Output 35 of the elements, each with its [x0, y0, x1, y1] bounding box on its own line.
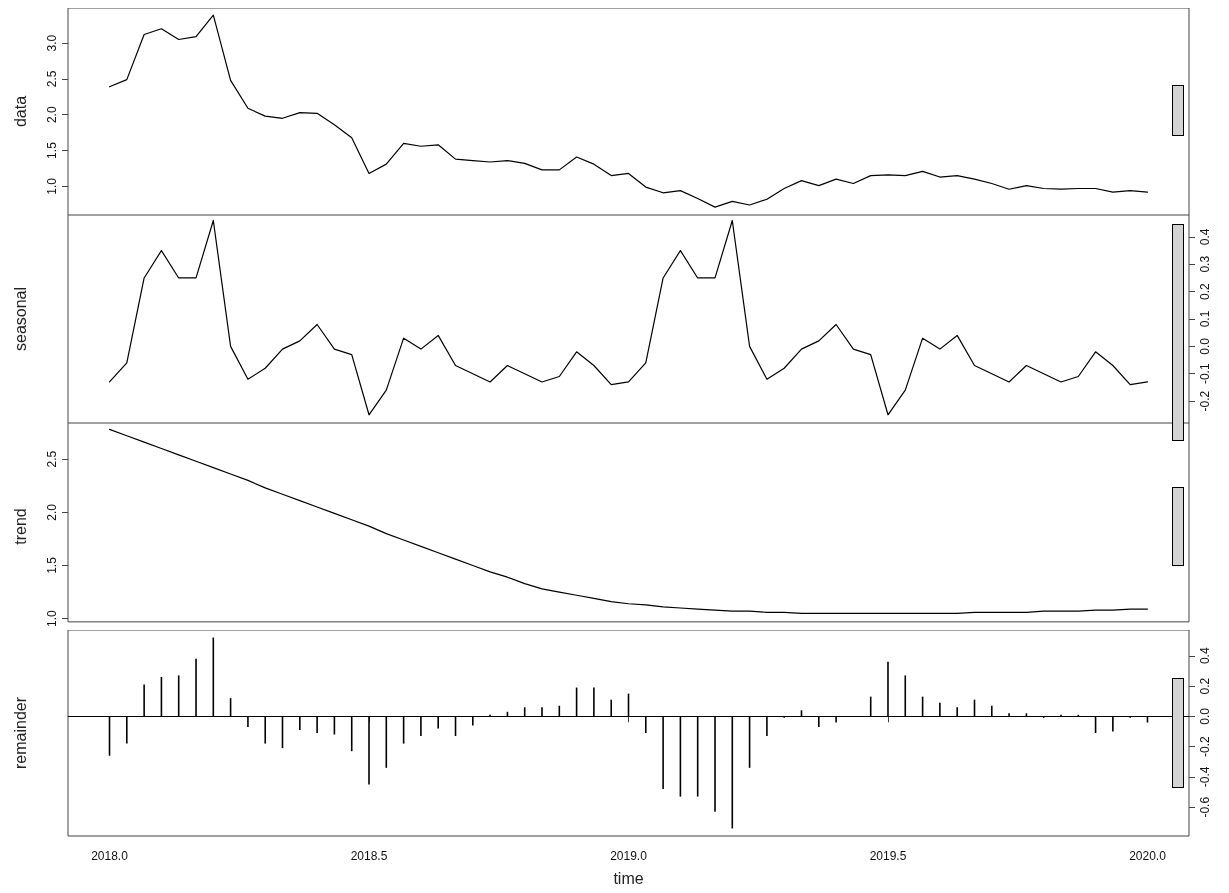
x-tick-label: 2019.0 — [610, 849, 648, 863]
y-tick-label: 0.1 — [1198, 310, 1212, 328]
y-tick-label: 2.5 — [45, 70, 59, 88]
y-axis-title: seasonal — [11, 286, 29, 352]
x-axis-title: time — [613, 869, 644, 887]
line-series — [108, 14, 1149, 208]
x-tick-label: 2019.5 — [869, 849, 907, 863]
y-tick-label: -0.6 — [1198, 796, 1212, 818]
y-tick-label: 2.5 — [45, 450, 59, 468]
y-tick-label: 1.5 — [45, 556, 59, 574]
y-tick-label: 2.0 — [45, 503, 59, 521]
y-axis-title: remainder — [11, 696, 29, 770]
y-tick-label: 1.0 — [45, 610, 59, 627]
y-axis-title: trend — [11, 508, 29, 545]
y-tick-label: 0.0 — [1198, 707, 1212, 725]
line-series — [108, 219, 1149, 416]
y-axis-title: data — [11, 95, 29, 128]
y-tick-label: 1.0 — [45, 177, 59, 195]
x-tick-label: 2018.0 — [91, 849, 129, 863]
y-tick-label: 0.2 — [1198, 677, 1212, 695]
y-tick-label: -0.4 — [1198, 766, 1212, 788]
y-tick-label: 3.0 — [45, 34, 59, 52]
y-tick-label: -0.2 — [1198, 735, 1212, 757]
y-tick-label: 2.0 — [45, 106, 59, 124]
y-tick-label: 0.4 — [1198, 228, 1212, 246]
y-tick-label: 0.4 — [1198, 647, 1212, 665]
y-tick-label: -0.1 — [1198, 363, 1212, 385]
y-tick-label: -0.2 — [1198, 390, 1212, 412]
y-tick-label: 0.3 — [1198, 255, 1212, 273]
line-series — [108, 428, 1149, 614]
x-tick-label: 2018.5 — [350, 849, 388, 863]
y-tick-label: 1.5 — [45, 141, 59, 159]
y-tick-label: 0.0 — [1198, 337, 1212, 355]
x-tick-label: 2020.0 — [1129, 849, 1167, 863]
y-tick-label: 0.2 — [1198, 282, 1212, 300]
